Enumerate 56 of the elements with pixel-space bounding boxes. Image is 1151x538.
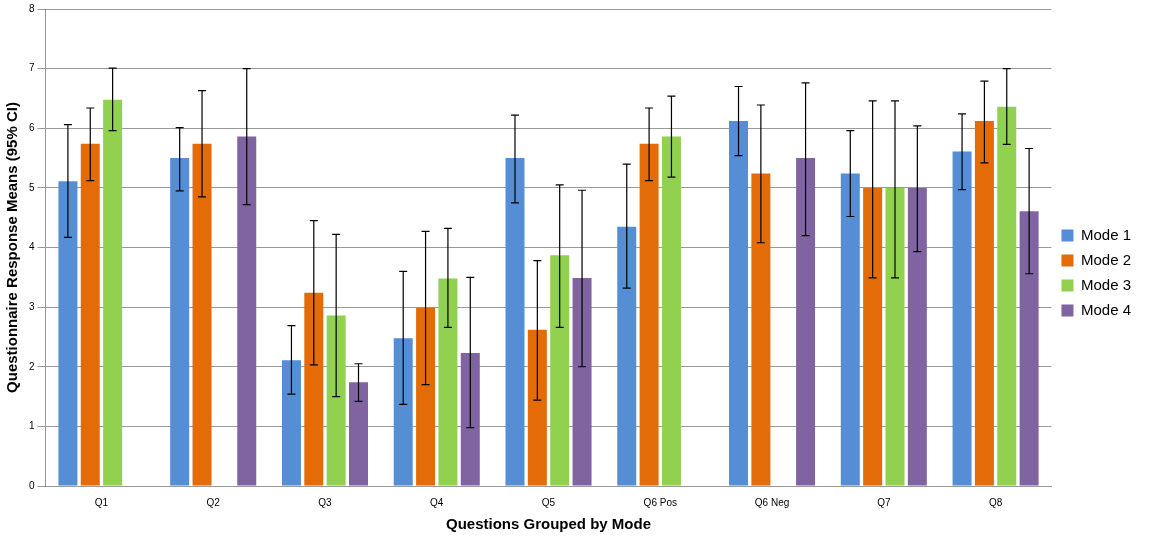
bar: [58, 181, 78, 486]
bar: [796, 158, 816, 486]
y-axis-title: Questionnaire Response Means (95% CI): [3, 102, 21, 393]
bar: [304, 292, 324, 486]
legend-label: Mode 1: [1080, 225, 1132, 243]
x-tick-label: Q7: [877, 496, 891, 508]
bar: [751, 173, 771, 486]
y-tick-label: 1: [29, 420, 35, 432]
bar: [997, 106, 1017, 486]
x-tick-label: Q2: [206, 496, 221, 508]
bar: [438, 278, 458, 486]
y-tick-label: 5: [29, 181, 35, 193]
bar: [349, 382, 369, 486]
x-tick-label: Q4: [430, 496, 444, 508]
bar: [550, 255, 570, 486]
bar: [80, 143, 100, 486]
bar: [952, 151, 972, 486]
y-tick-label: 3: [29, 300, 35, 312]
bar: [326, 315, 346, 486]
bar: [974, 121, 994, 486]
bar: [840, 173, 860, 486]
bar: [907, 187, 927, 486]
x-axis-title: Questions Grouped by Mode: [446, 515, 652, 533]
y-tick-label: 2: [29, 360, 35, 372]
bar: [617, 226, 637, 486]
bar: [416, 307, 436, 486]
y-tick-label: 4: [29, 241, 35, 253]
bar: [863, 187, 883, 486]
bar: [281, 360, 301, 486]
legend-label: Mode 3: [1080, 275, 1132, 293]
bar: [729, 121, 749, 486]
x-tick-label: Q8: [988, 496, 1003, 508]
bar: [103, 99, 123, 486]
x-tick-label: Q6 Neg: [754, 496, 790, 508]
y-tick-label: 0: [29, 479, 35, 491]
bar: [885, 187, 905, 486]
x-tick-label: Q6 Pos: [643, 496, 677, 508]
bar: [1019, 211, 1039, 486]
y-tick-label: 6: [29, 122, 35, 133]
x-tick-label: Q1: [94, 496, 109, 508]
bar: [639, 143, 659, 486]
bar: [192, 143, 212, 486]
legend-label: Mode 2: [1080, 250, 1132, 268]
bar: [661, 136, 681, 486]
y-tick-label: 7: [29, 62, 35, 74]
bar: [170, 158, 190, 486]
bar: [393, 338, 413, 486]
bar: [572, 277, 592, 486]
bar: [505, 158, 525, 486]
bar: [527, 329, 547, 486]
bar: [460, 353, 480, 486]
bar: [237, 136, 257, 486]
x-tick-label: Q5: [541, 496, 556, 508]
x-tick-label: Q3: [318, 496, 333, 508]
legend-label: Mode 4: [1080, 300, 1132, 318]
y-tick-label: 8: [29, 2, 35, 14]
